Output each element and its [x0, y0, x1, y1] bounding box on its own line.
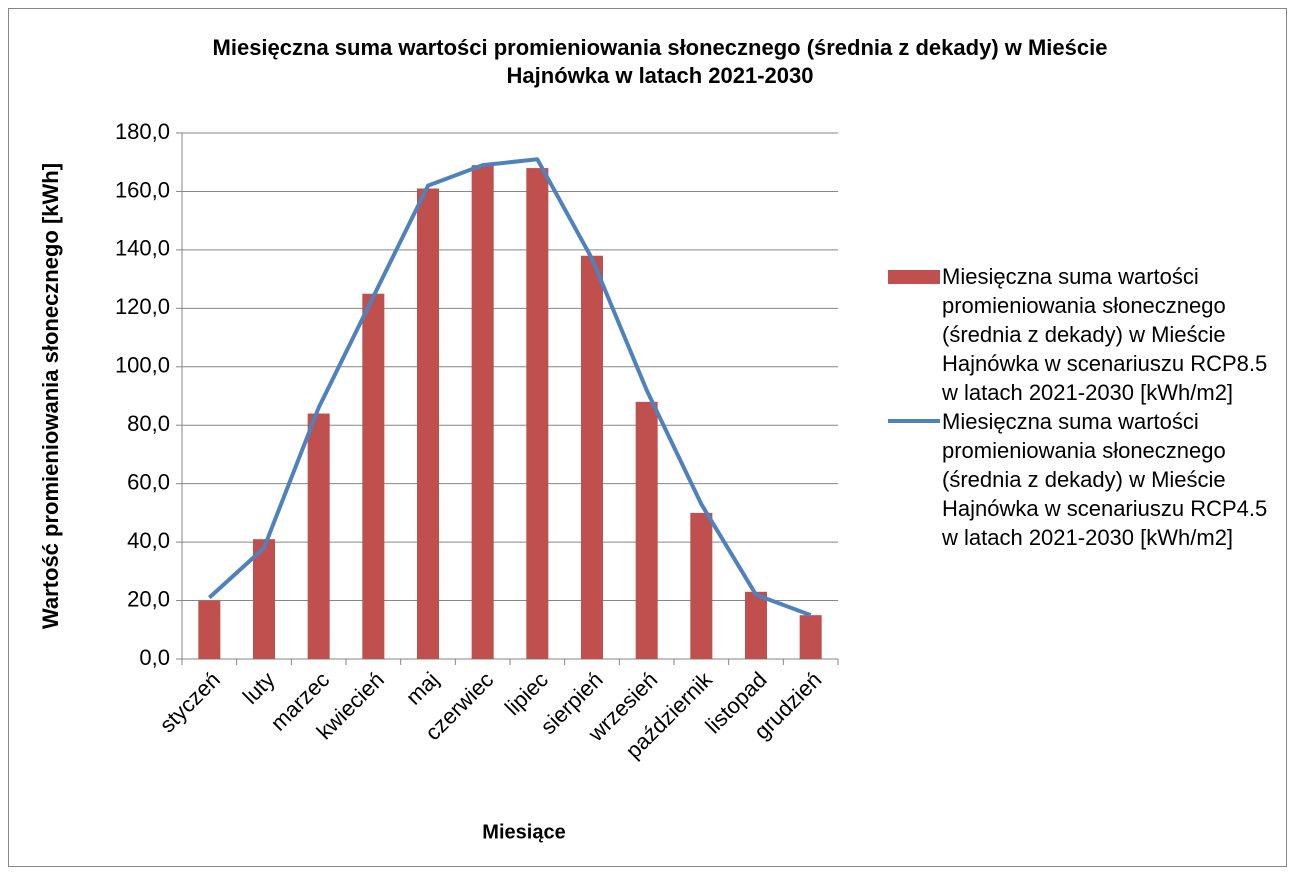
bar	[471, 165, 494, 659]
legend-label: Miesięczna suma wartości promieniowania …	[942, 264, 1268, 405]
legend-swatch	[888, 262, 942, 291]
legend-label: Miesięczna suma wartości promieniowania …	[942, 409, 1268, 550]
bar	[799, 615, 822, 659]
x-axis-title: Miesiące	[482, 821, 565, 843]
legend-swatch	[888, 407, 942, 436]
y-tick-label: 40,0	[127, 528, 170, 553]
y-tick-label: 60,0	[127, 469, 170, 494]
y-axis-title: Wartość promieniowania słonecznego [kWh]	[38, 163, 63, 629]
legend-entry: Miesięczna suma wartości promieniowania …	[888, 262, 1288, 407]
bar	[745, 591, 767, 659]
y-tick-label: 120,0	[115, 294, 170, 319]
chart-title: Miesięczna suma wartości promieniowania …	[212, 35, 1108, 88]
bar	[198, 600, 221, 659]
bar	[253, 539, 275, 659]
bar	[417, 188, 439, 659]
bar	[362, 293, 385, 659]
y-tick-label: 140,0	[115, 236, 170, 261]
y-tick-label: 0,0	[139, 645, 170, 670]
line	[207, 157, 812, 618]
bar	[581, 255, 603, 659]
bar	[635, 401, 658, 659]
bar	[526, 168, 549, 660]
legend-entry: Miesięczna suma wartości promieniowania …	[888, 407, 1288, 552]
y-tick-label: 80,0	[127, 411, 170, 436]
y-tick-label: 180,0	[115, 119, 170, 144]
y-tick-label: 20,0	[127, 586, 170, 611]
legend: Miesięczna suma wartości promieniowania …	[888, 262, 1288, 552]
y-tick-label: 100,0	[115, 353, 170, 378]
bar	[307, 413, 330, 659]
y-tick-label: 160,0	[115, 177, 170, 202]
bar	[690, 512, 713, 659]
